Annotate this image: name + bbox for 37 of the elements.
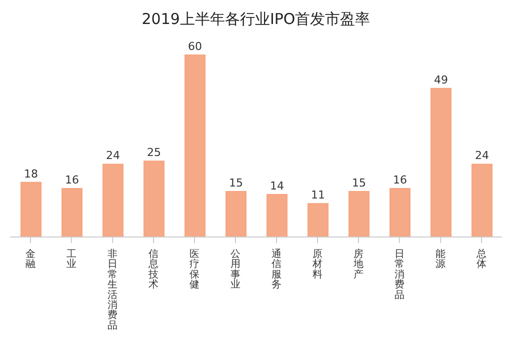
bar [226,191,246,238]
x-tick-label: 非日常生活消费品 [108,248,118,332]
x-tick-label: 日常消费品 [394,249,404,301]
x-tick-label: 医疗保健 [190,249,200,291]
x-tick-label: 工业 [66,249,76,270]
data-label: 18 [24,167,38,180]
data-label: 60 [188,40,202,53]
x-tick-label: 总体 [476,248,486,270]
bar [184,54,206,238]
x-tick-label: 金融 [26,248,36,270]
bar [348,191,370,238]
bar [308,203,328,238]
x-tick-label: 原材料 [312,249,322,280]
bar [102,164,124,238]
bar [266,194,288,238]
bar [390,188,410,238]
data-label: 49 [434,73,448,86]
bar [20,182,42,238]
data-label: 24 [475,149,489,162]
x-tick-label: 房地产 [352,248,364,280]
chart-title: 2019上半年各行业IPO首发市盈率 [140,10,372,29]
data-label: 15 [229,176,243,190]
data-label: 16 [393,173,407,186]
data-label: 15 [352,176,366,190]
x-tick-label: 信息技术 [148,248,158,291]
data-label: 14 [270,180,284,193]
data-label: 24 [106,149,120,162]
data-label: 16 [65,173,79,186]
bar [62,188,82,238]
data-label: 11 [311,188,325,202]
bar [144,160,164,238]
data-label: 25 [147,146,161,160]
bar [430,88,452,238]
bar [472,164,492,238]
x-tick-label: 能源 [436,248,446,270]
x-tick-label: 通信服务 [272,248,282,291]
x-tick-label: 公用事业 [230,248,240,291]
